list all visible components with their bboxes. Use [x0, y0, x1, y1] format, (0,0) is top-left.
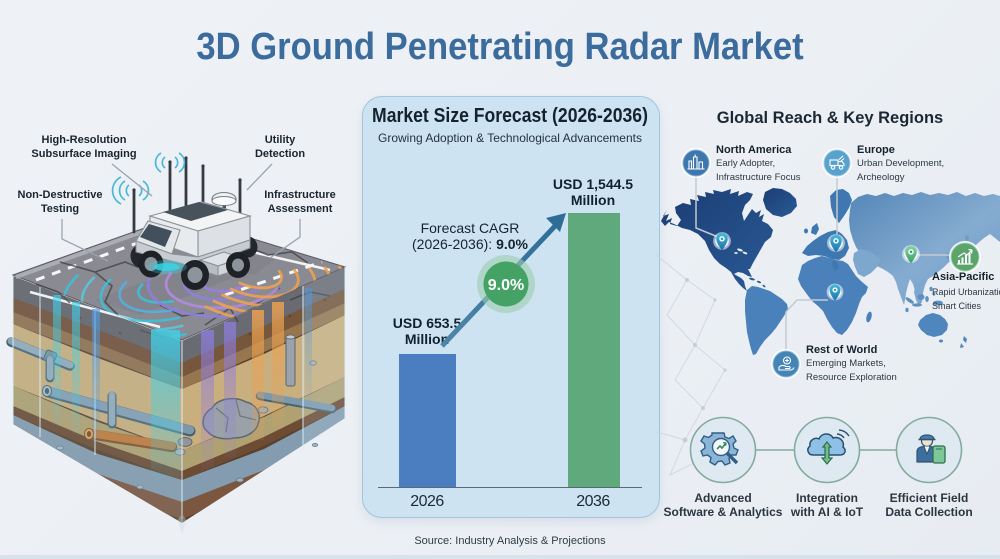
- svg-text:9.0%: 9.0%: [488, 277, 524, 294]
